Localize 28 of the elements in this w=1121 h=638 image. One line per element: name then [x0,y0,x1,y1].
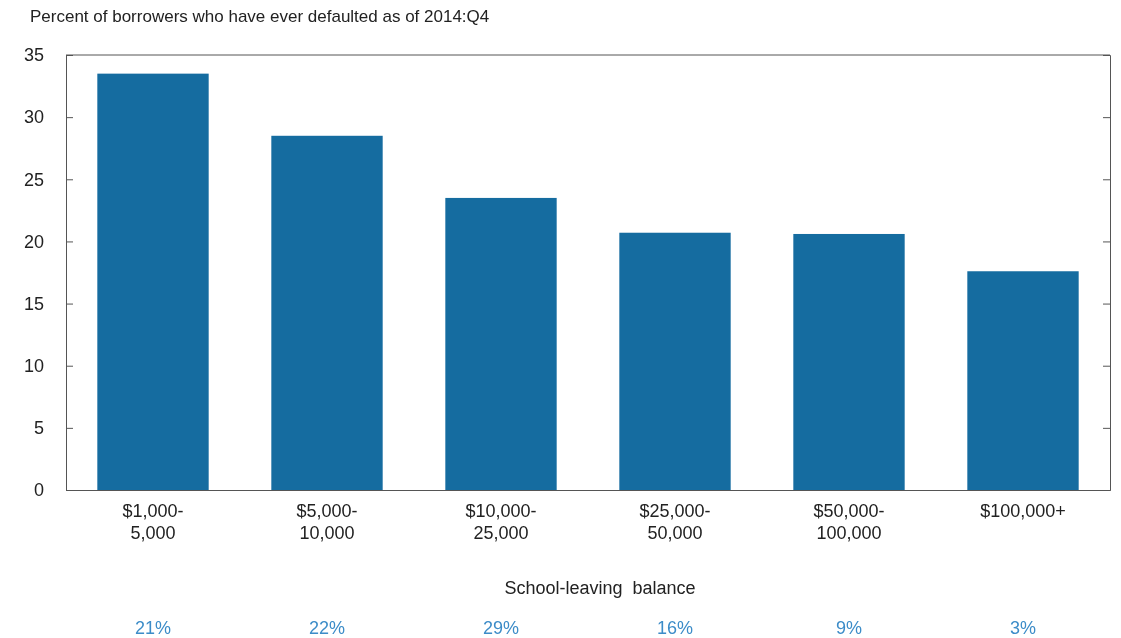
x-tick-label: $1,000-5,000 [122,500,184,544]
x-tick-label: $50,000-100,000 [813,500,885,544]
x-tick-label: $25,000-50,000 [639,500,711,544]
bar [967,271,1079,490]
bar [97,73,209,490]
bar [793,233,905,490]
y-tick-label: 0 [33,480,44,501]
y-tick-label: 35 [23,45,44,66]
bar [445,197,557,490]
text: 16% [656,618,694,638]
bar [271,135,383,490]
y-tick-label: 5 [33,418,44,439]
x-tick-label: $100,000+ [980,500,1066,521]
text: 21% [134,618,172,638]
bar [619,232,731,490]
text: 3% [1009,618,1037,638]
text: 9% [835,618,863,638]
x-tick-label: $10,000-25,000 [465,500,537,544]
y-tick-label: 25 [23,169,44,190]
x-tick-label: $5,000-10,000 [296,500,358,544]
y-tick-label: 10 [23,355,44,376]
chart-title: Percent of borrowers who have ever defaulted as of 2014:Q4 [30,7,490,26]
y-tick-label: 20 [23,231,44,252]
y-tick-label: 15 [23,293,44,314]
y-tick-label: 30 [23,107,44,128]
text: 29% [482,618,520,638]
text: 22% [308,618,346,638]
x-axis-title: School-leaving balance [504,578,696,598]
